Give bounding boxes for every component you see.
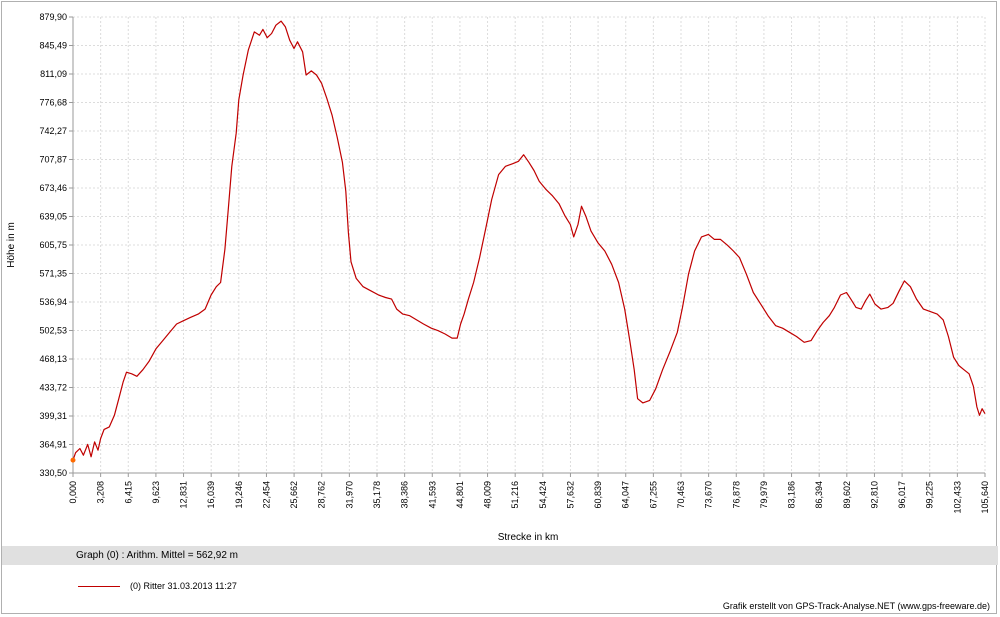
y-tick-label: 502,53 [39, 326, 67, 336]
elevation-chart: 879,90 845,49 811,09 776,68 742,27 707,87 673,… [6, 12, 990, 543]
x-tick-label: 102,433 [952, 481, 962, 514]
x-tick-label: 48,009 [483, 481, 493, 509]
x-tick-label: 19,246 [234, 481, 244, 509]
series-line [72, 20, 986, 461]
start-point-marker [70, 457, 76, 463]
y-tick-labels: 879,90 845,49 811,09 776,68 742,27 707,87 673,… [39, 12, 67, 478]
x-tick-label: 28,762 [317, 481, 327, 509]
x-tick-label: 31,970 [344, 481, 354, 509]
x-tick-label: 44,801 [455, 481, 465, 509]
x-axis-label: Strecke in km [498, 532, 559, 543]
legend-label: (0) Ritter 31.03.2013 11:27 [130, 581, 237, 591]
x-tick-label: 6,415 [123, 481, 133, 504]
x-tick-label: 41,593 [427, 481, 437, 509]
x-tick-label: 3,208 [96, 481, 106, 504]
x-tick-label: 54,424 [538, 481, 548, 509]
y-tick-label: 433,72 [39, 383, 67, 393]
x-tick-label: 67,255 [648, 481, 658, 509]
y-tick-label: 811,09 [40, 69, 67, 79]
x-tick-label: 83,186 [787, 481, 797, 509]
credit-text: Grafik erstellt von GPS-Track-Analyse.NE… [722, 601, 990, 611]
x-tick-label: 0,000 [68, 481, 78, 504]
y-axis-label: Höhe in m [6, 222, 17, 268]
stats-bar: Graph (0) : Arithm. Mittel = 562,92 m [2, 546, 998, 565]
y-tick-label: 776,68 [39, 98, 67, 108]
stats-mean-label: Graph (0) : Arithm. Mittel = 562,92 m [76, 550, 239, 561]
x-tick-label: 64,047 [621, 481, 631, 509]
y-tick-label: 742,27 [39, 126, 67, 136]
x-tick-labels: 0,000 3,208 6,415 9,623 12,831 16,039 19,246 22… [68, 481, 990, 514]
x-tick-label: 105,640 [980, 481, 990, 514]
x-tick-label: 51,216 [510, 481, 520, 509]
y-tick-label: 536,94 [39, 297, 67, 307]
x-tick-label: 79,979 [759, 481, 769, 509]
y-tick-label: 879,90 [39, 12, 67, 22]
y-tick-label: 845,49 [39, 41, 67, 51]
x-tick-label: 92,810 [869, 481, 879, 509]
y-tick-label: 605,75 [39, 240, 67, 250]
legend-swatch [78, 586, 120, 588]
y-tick-label: 399,31 [39, 411, 67, 421]
y-tick-label: 571,35 [39, 269, 67, 279]
series [70, 20, 986, 463]
x-tick-label: 99,225 [925, 481, 935, 509]
x-tick-label: 22,454 [261, 481, 271, 509]
y-tick-label: 707,87 [39, 155, 67, 165]
x-tick-label: 35,178 [372, 481, 382, 509]
legend: (0) Ritter 31.03.2013 11:27 [78, 580, 237, 592]
x-tick-label: 70,463 [676, 481, 686, 509]
axes [72, 17, 985, 474]
x-tick-label: 16,039 [206, 481, 216, 509]
x-tick-label: 38,386 [400, 481, 410, 509]
x-tick-label: 73,670 [704, 481, 714, 509]
y-tick-label: 364,91 [39, 440, 67, 450]
x-tick-label: 25,662 [289, 481, 299, 509]
x-tick-label: 9,623 [151, 481, 161, 504]
x-tick-label: 86,394 [814, 481, 824, 509]
grid [69, 16, 986, 477]
x-tick-label: 12,831 [179, 481, 189, 509]
y-tick-label: 673,46 [39, 183, 67, 193]
x-tick-label: 60,839 [593, 481, 603, 509]
y-tick-label: 330,50 [39, 468, 67, 478]
x-tick-label: 89,602 [842, 481, 852, 509]
y-tick-label: 468,13 [39, 354, 67, 364]
y-tick-label: 639,05 [39, 212, 67, 222]
x-tick-label: 57,632 [565, 481, 575, 509]
x-tick-label: 96,017 [897, 481, 907, 509]
x-tick-label: 76,878 [731, 481, 741, 509]
